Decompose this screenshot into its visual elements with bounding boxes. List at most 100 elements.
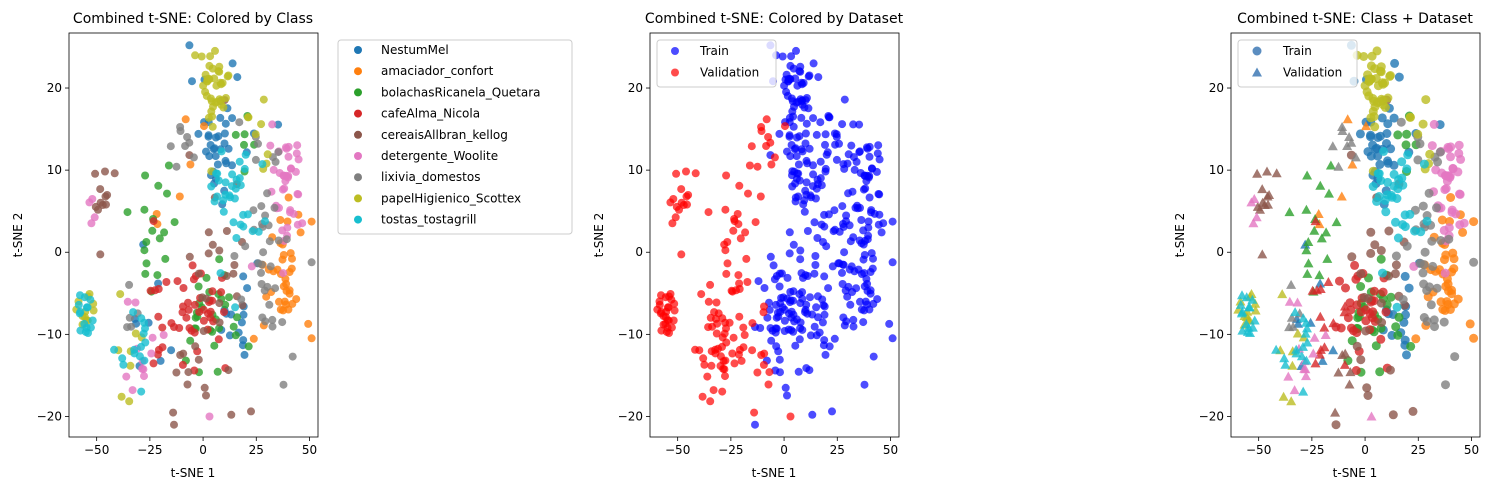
scatter-point: [275, 297, 283, 306]
scatter-point: [1429, 119, 1439, 129]
legend-marker: [354, 173, 362, 182]
scatter-point: [1413, 155, 1423, 165]
panel-class-axes-frame: [68, 32, 319, 438]
scatter-point: [1439, 317, 1449, 327]
scatter-point: [251, 130, 260, 139]
scatter-point: [1444, 234, 1454, 244]
scatter-point: [730, 217, 739, 226]
scatter-point: [220, 129, 229, 138]
scatter-point-triangle: [1298, 341, 1308, 351]
scatter-point: [254, 227, 263, 236]
scatter-point: [1383, 158, 1393, 168]
scatter-point: [257, 268, 265, 277]
scatter-point: [123, 323, 132, 332]
scatter-point: [751, 218, 760, 227]
scatter-point: [697, 290, 706, 299]
legend-label: Validation: [700, 66, 759, 80]
scatter-point: [1469, 217, 1479, 227]
scatter-point: [869, 352, 878, 361]
scatter-point: [202, 273, 211, 282]
scatter-point: [1405, 112, 1415, 122]
scatter-point: [842, 317, 851, 326]
scatter-point: [164, 161, 173, 170]
scatter-point: [206, 94, 215, 103]
scatter-point: [90, 213, 99, 222]
scatter-point-triangle: [1248, 218, 1259, 228]
legend-label: lixivia_domestos: [381, 170, 480, 184]
scatter-point-triangle: [1328, 318, 1339, 328]
scatter-point: [874, 220, 883, 229]
scatter-point: [208, 240, 217, 249]
scatter-point-triangle: [1339, 307, 1350, 317]
scatter-point: [1366, 130, 1376, 140]
scatter-point: [789, 122, 798, 131]
scatter-point: [278, 255, 287, 264]
panel-class-ylabel: t-SNE 2: [11, 213, 25, 258]
scatter-point: [131, 329, 140, 338]
scatter-point: [1420, 247, 1430, 257]
scatter-point: [661, 319, 670, 328]
scatter-point: [1446, 142, 1456, 152]
scatter-point: [215, 318, 224, 327]
scatter-point: [211, 152, 220, 161]
scatter-point: [818, 318, 827, 327]
scatter-point: [230, 194, 239, 203]
scatter-point: [1406, 341, 1416, 351]
scatter-point: [786, 412, 795, 421]
scatter-point-triangle: [1290, 307, 1301, 317]
scatter-point: [215, 255, 224, 264]
scatter-point: [279, 380, 288, 389]
y-tick-label: −20: [1199, 409, 1224, 423]
scatter-point: [757, 127, 766, 135]
scatter-point: [811, 252, 820, 260]
scatter-point: [228, 182, 236, 191]
scatter-point-triangle: [1271, 168, 1282, 178]
scatter-point: [167, 319, 176, 328]
scatter-point: [139, 329, 148, 338]
scatter-point: [88, 316, 97, 325]
scatter-point: [1368, 182, 1378, 191]
legend-marker: [354, 152, 362, 160]
scatter-point: [1444, 286, 1453, 296]
scatter-point: [76, 326, 85, 335]
scatter-point: [263, 150, 272, 159]
scatter-point: [1400, 210, 1410, 220]
scatter-point: [741, 228, 750, 237]
scatter-point: [849, 315, 858, 324]
scatter-point: [772, 342, 781, 351]
scatter-point: [863, 286, 872, 295]
scatter-point: [258, 160, 267, 169]
scatter-point: [1418, 119, 1428, 129]
scatter-point: [1440, 268, 1450, 278]
scatter-point: [1362, 87, 1372, 97]
scatter-point: [83, 303, 92, 312]
scatter-point: [787, 141, 796, 149]
scatter-point: [271, 284, 280, 293]
scatter-point: [691, 169, 700, 178]
scatter-point: [859, 318, 868, 327]
scatter-point: [1386, 292, 1396, 302]
scatter-point: [874, 190, 883, 198]
scatter-point: [783, 294, 792, 303]
scatter-point: [1390, 269, 1400, 279]
panel-class-title: Combined t-SNE: Colored by Class: [73, 11, 313, 27]
scatter-point: [766, 138, 775, 147]
scatter-point: [140, 318, 149, 327]
scatter-point: [814, 73, 823, 82]
scatter-point: [812, 303, 821, 312]
scatter-point: [1365, 74, 1375, 84]
scatter-point: [677, 185, 686, 194]
scatter-point: [1449, 254, 1459, 264]
scatter-point-triangle: [1302, 337, 1313, 347]
x-tick-label: −50: [84, 443, 109, 457]
scatter-point: [219, 196, 228, 205]
scatter-point: [877, 228, 886, 237]
y-tick-label: 0: [1216, 245, 1224, 259]
scatter-point: [759, 360, 768, 369]
scatter-point: [80, 319, 89, 328]
scatter-point: [240, 130, 249, 139]
scatter-point: [1366, 61, 1376, 71]
x-tick-label: 50: [1464, 443, 1479, 457]
scatter-point: [1397, 173, 1407, 183]
scatter-point: [667, 295, 676, 304]
